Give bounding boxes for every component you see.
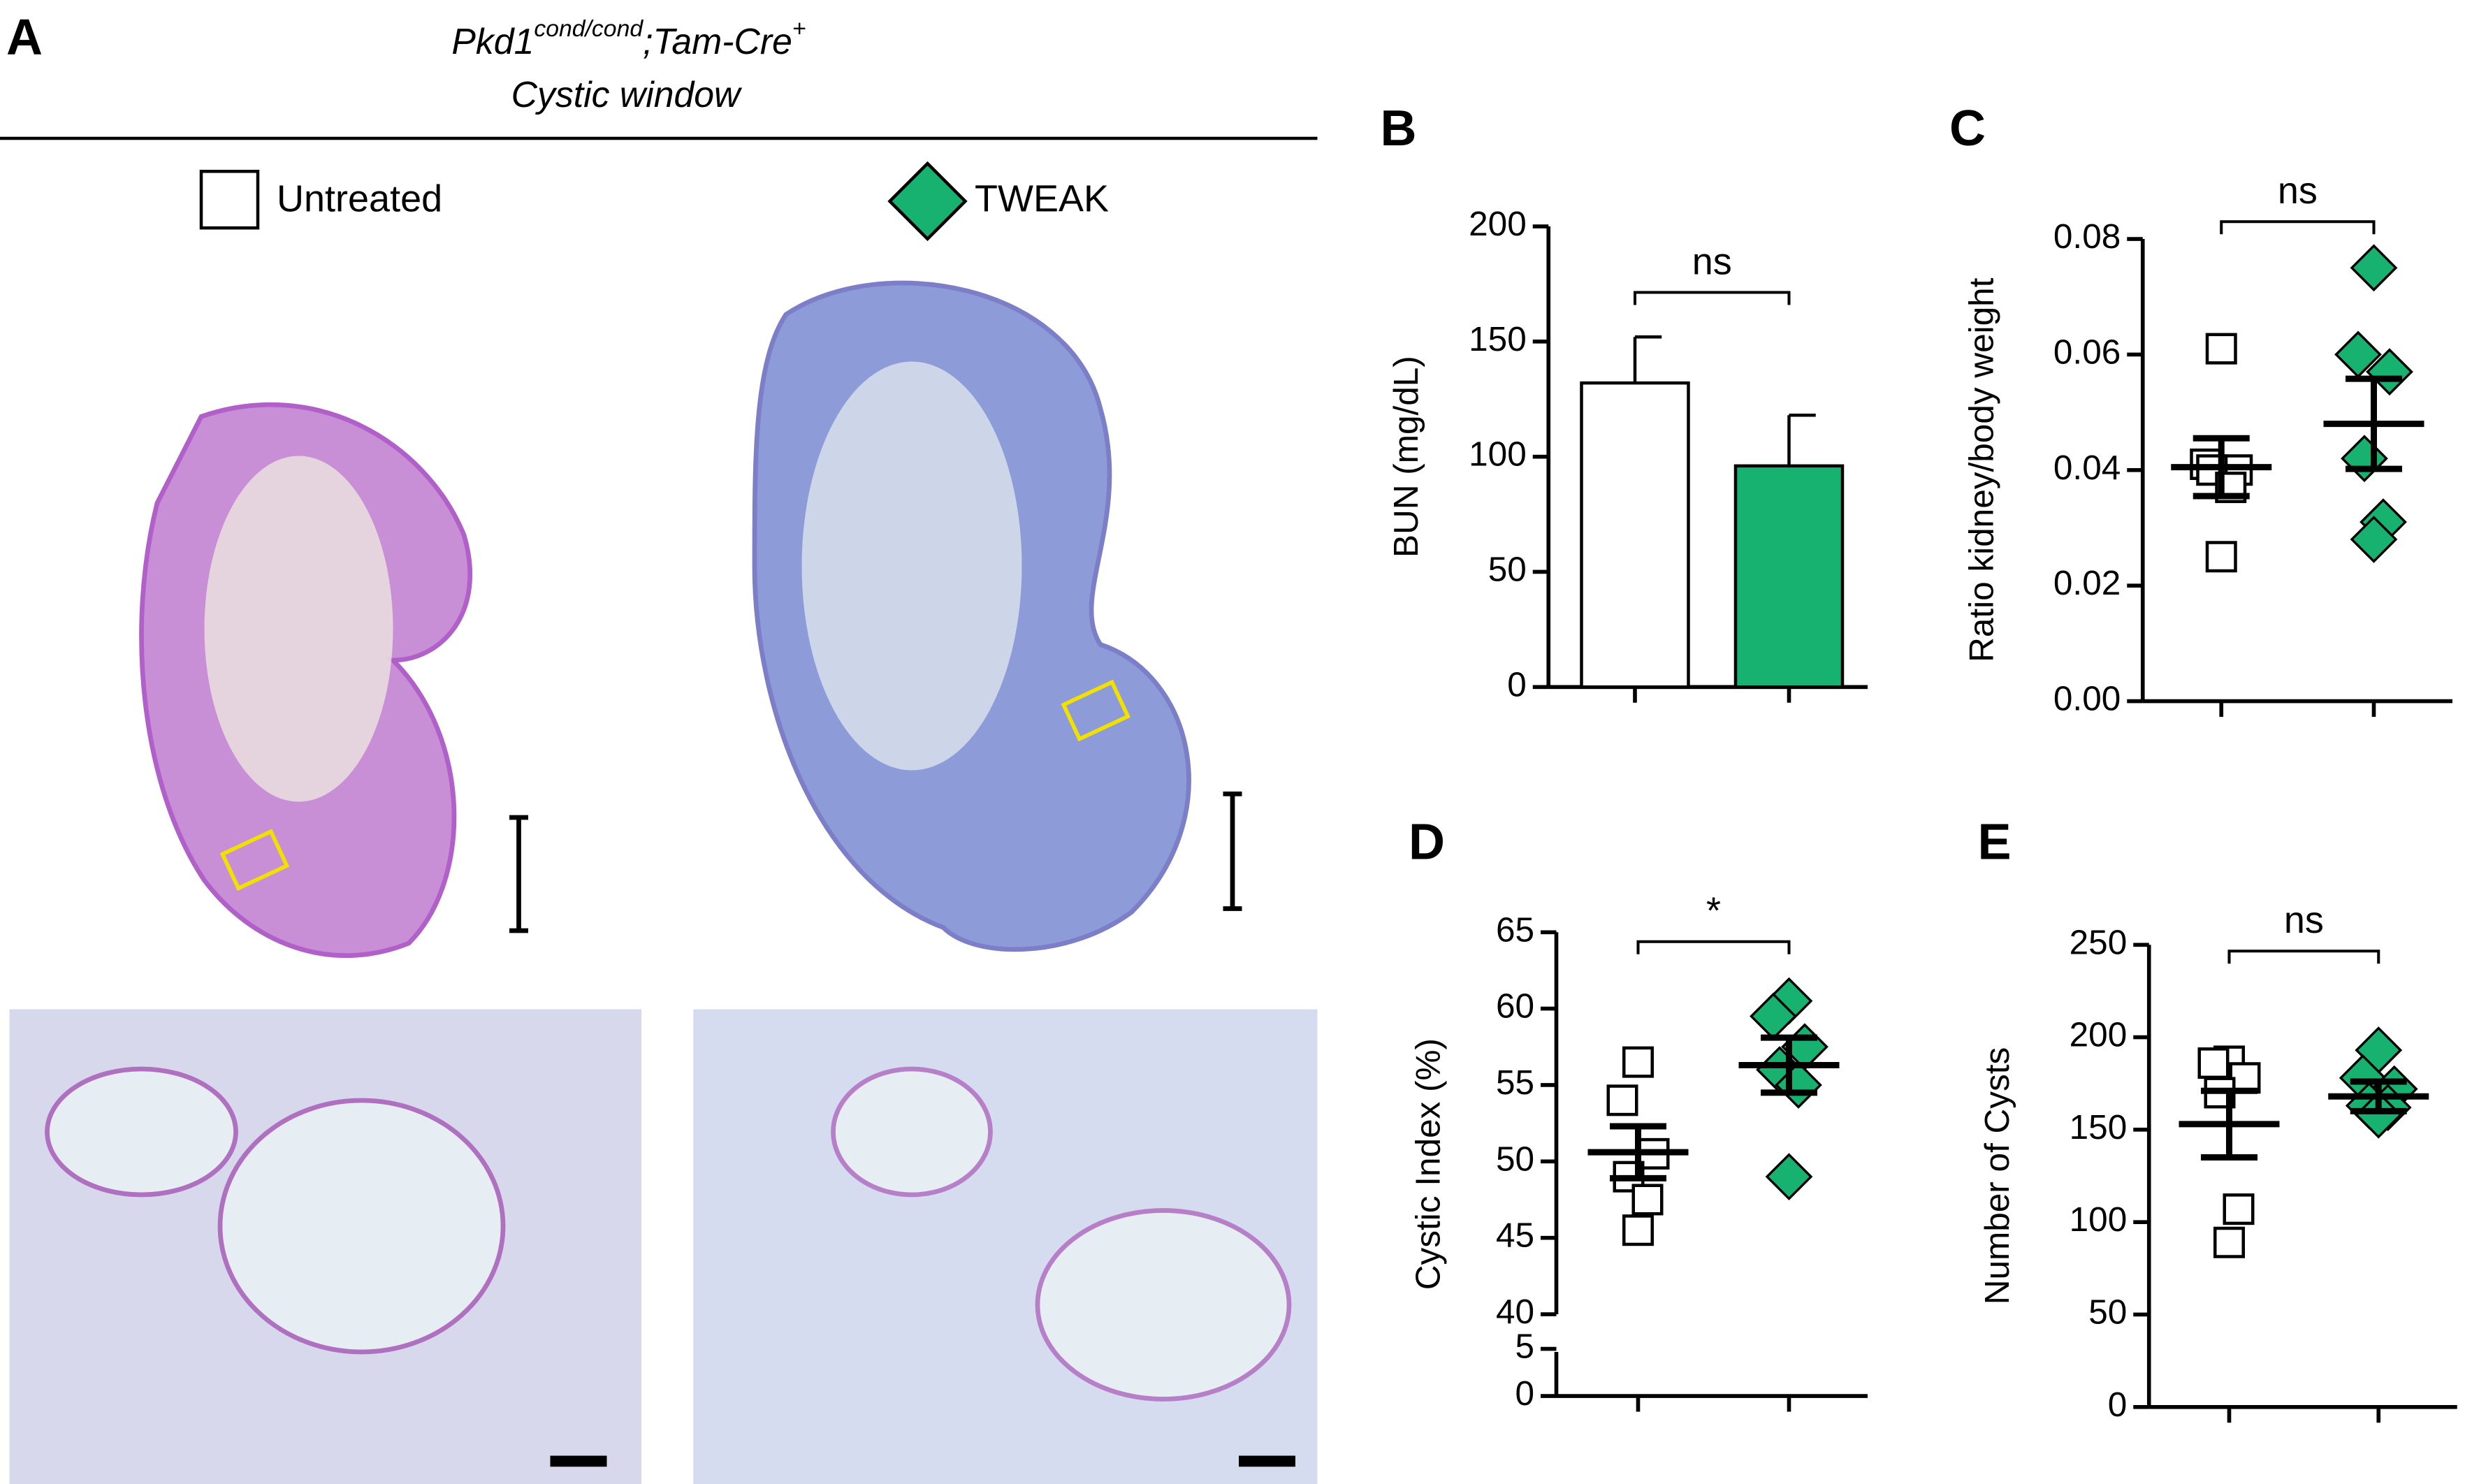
y-tick-label: 200	[2070, 1016, 2128, 1054]
cyst	[831, 1066, 993, 1198]
panel-letter: D	[1409, 815, 1445, 871]
y-tick-label: 0.06	[2053, 333, 2121, 371]
cre-sign: +	[792, 15, 806, 42]
significance-label: ns	[2278, 170, 2318, 212]
y-axis-label: Number of Cysts	[1978, 1047, 2016, 1305]
inset-box	[219, 829, 290, 892]
scale-bar	[1239, 1455, 1295, 1467]
point	[2205, 541, 2237, 573]
legend-label: TWEAK	[975, 177, 1109, 219]
y-tick-label: 50	[1488, 551, 1527, 589]
point	[2213, 1226, 2245, 1258]
significance-label: ns	[2284, 899, 2324, 941]
y-tick-label: 150	[2070, 1108, 2128, 1147]
cyst	[1035, 1208, 1292, 1402]
point	[2341, 435, 2388, 483]
cre: ;Tam-Cre	[643, 21, 792, 61]
legend-marker	[199, 170, 260, 230]
y-tick-label: 0	[1507, 665, 1527, 704]
y-tick-label: 250	[2070, 923, 2128, 961]
significance-bracket	[2227, 950, 2380, 964]
point	[1606, 1084, 1638, 1116]
panel-letter: A	[6, 10, 43, 66]
bar	[1733, 464, 1845, 689]
inset-box	[1061, 679, 1131, 742]
y-tick-label: 0.08	[2053, 217, 2121, 256]
significance-label: ns	[1692, 240, 1732, 282]
genotype-title: Pkd1cond/cond;Tam-Cre+	[451, 15, 806, 61]
y-tick-label: 50	[2088, 1293, 2127, 1332]
y-axis-label: BUN (mg/dL)	[1387, 356, 1425, 558]
y-tick-label: 60	[1496, 987, 1534, 1026]
point	[1765, 1153, 1813, 1201]
point	[2205, 333, 2237, 365]
y-tick-label: 55	[1496, 1063, 1534, 1102]
scale-bar	[550, 1455, 607, 1467]
y-tick-label: 100	[1469, 435, 1527, 474]
significance-bracket	[1633, 291, 1791, 305]
allele: cond/cond	[534, 15, 643, 42]
y-tick-label: 0.00	[2053, 680, 2121, 718]
y-axis-label: Ratio kidney/body weight	[1963, 277, 2001, 662]
significance-bracket	[2220, 220, 2376, 235]
scale-bar	[1223, 791, 1242, 911]
y-axis-label: Cystic Index (%)	[1409, 1038, 1448, 1290]
cyst	[217, 1098, 506, 1355]
point	[1631, 1184, 1664, 1216]
panel-letter: C	[1949, 101, 1986, 157]
y-tick-label: 5	[1515, 1327, 1534, 1366]
y-tick-label: 65	[1496, 910, 1534, 949]
y-tick-label: 0.02	[2053, 564, 2121, 602]
point	[2223, 1193, 2255, 1225]
cyst	[45, 1066, 238, 1198]
y-tick-label: 0	[1515, 1374, 1534, 1413]
legend-marker	[887, 161, 968, 242]
y-tick-label: 200	[1469, 205, 1527, 243]
y-tick-label: 40	[1496, 1293, 1534, 1331]
panel-letter: B	[1381, 101, 1417, 157]
point	[2350, 516, 2398, 563]
point	[1622, 1046, 1654, 1078]
point	[1622, 1214, 1654, 1246]
point	[2350, 244, 2398, 292]
significance-label: *	[1706, 890, 1721, 932]
y-tick-label: 150	[1469, 320, 1527, 358]
point	[2355, 1091, 2403, 1139]
kidney-cysts	[801, 361, 1022, 771]
bar	[1580, 381, 1690, 689]
point	[2366, 348, 2413, 396]
scale-bar	[509, 815, 528, 933]
kidney-cysts	[204, 456, 393, 802]
y-tick-label: 100	[2070, 1200, 2128, 1239]
y-tick-label: 0.04	[2053, 449, 2121, 487]
legend-label: Untreated	[277, 177, 442, 219]
y-tick-label: 0	[2108, 1385, 2128, 1424]
panel-letter: E	[1978, 815, 2012, 871]
subtitle: Cystic window	[511, 74, 743, 115]
point	[2197, 1047, 2230, 1079]
significance-bracket	[1636, 940, 1791, 954]
y-tick-label: 45	[1496, 1216, 1534, 1255]
gene: Pkd1	[451, 21, 534, 61]
y-tick-label: 50	[1496, 1140, 1534, 1178]
